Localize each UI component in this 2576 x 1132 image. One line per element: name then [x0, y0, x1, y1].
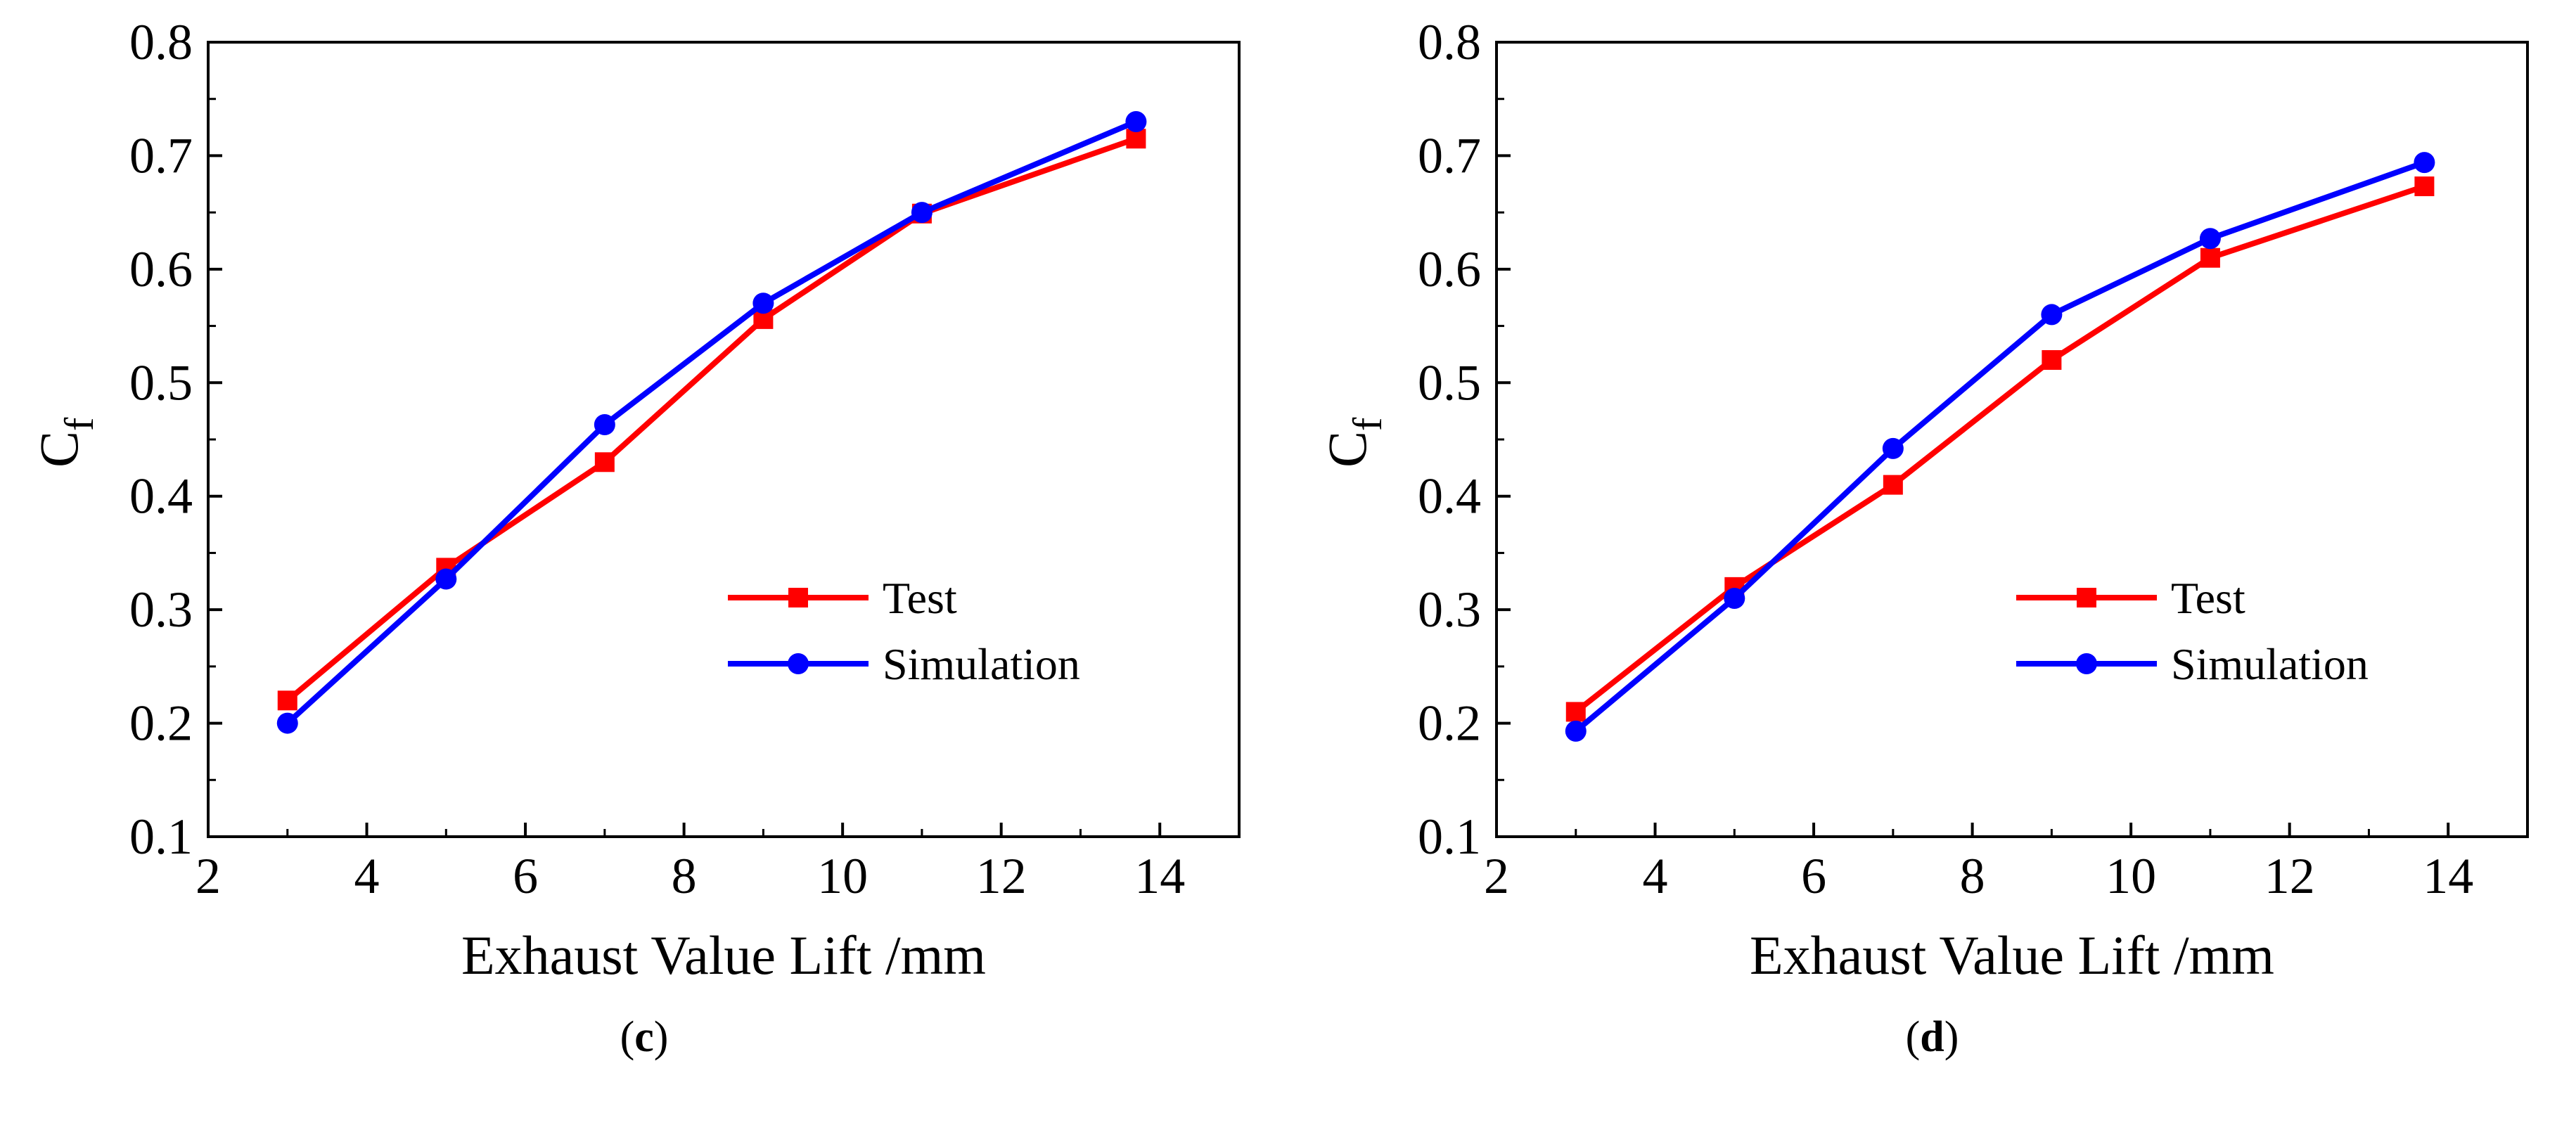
data-point-test [2200, 247, 2220, 268]
plot-frame [1495, 41, 2529, 838]
data-point-simulation [911, 202, 933, 224]
x-tick-label: 10 [817, 848, 868, 904]
y-tick-label: 0.6 [1418, 241, 1481, 297]
series-line-test [286, 136, 1137, 703]
y-axis-label: Cf [28, 417, 102, 468]
data-point-simulation [2199, 228, 2221, 250]
x-tick-label: 10 [2106, 848, 2156, 904]
data-point-test [2042, 350, 2062, 370]
x-tick-label: 2 [196, 848, 221, 904]
data-point-simulation [2041, 304, 2063, 326]
chart-c: 0.1 0.2 0.3 0.4 0.5 0.6 0.7 0.8 2 4 6 8 10 12 14 Exhaus… [28, 14, 1241, 986]
data-point-simulation [276, 712, 298, 734]
x-tick-label: 14 [1134, 848, 1185, 904]
legend-label-simulation: Simulation [883, 639, 1080, 689]
y-tick-label: 0.3 [1418, 581, 1481, 638]
chart-d: 0.1 0.2 0.3 0.4 0.5 0.6 0.7 0.8 2 4 6 8 10 12 14 Exhaus… [1316, 14, 2529, 986]
data-point-test [1565, 702, 1586, 722]
x-tick-label: 14 [2423, 848, 2473, 904]
data-point-simulation [752, 292, 774, 314]
x-axis-label: Exhaust Value Lift /mm [1750, 925, 2274, 986]
chart-panel-c: 0.1 0.2 0.3 0.4 0.5 0.6 0.7 0.8 2 4 6 8 10 12 14 Exhaus… [28, 14, 1241, 1061]
legend-marker-test [2077, 588, 2096, 607]
x-tick-label: 6 [513, 848, 538, 904]
x-tick-label: 8 [1960, 848, 1985, 904]
data-point-test [277, 690, 297, 711]
data-point-simulation [1565, 720, 1587, 742]
x-tick-label: 8 [672, 848, 697, 904]
panel-caption: (d) [1905, 1013, 1959, 1061]
data-point-simulation [435, 568, 457, 590]
x-tick-label: 12 [2264, 848, 2315, 904]
data-point-simulation [1724, 588, 1745, 609]
y-tick-label: 0.8 [129, 14, 193, 70]
y-tick-label: 0.7 [129, 127, 193, 184]
y-tick-label: 0.1 [1418, 809, 1481, 865]
data-point-simulation [1125, 111, 1147, 132]
x-tick-label: 4 [1643, 848, 1668, 904]
data-point-test [2414, 176, 2435, 197]
y-tick-label: 0.7 [1418, 127, 1481, 184]
legend-label-test: Test [883, 573, 957, 623]
series-line-simulation [286, 119, 1137, 726]
y-axis-label-subscript: f [1345, 417, 1390, 431]
x-tick-label: 6 [1801, 848, 1826, 904]
x-axis-label: Exhaust Value Lift /mm [461, 925, 986, 986]
caption-letter: d [1920, 1013, 1944, 1061]
series-line-simulation [1574, 160, 2426, 733]
y-tick-label: 0.6 [129, 241, 193, 297]
y-axis-label-subscript: f [56, 417, 102, 431]
y-tick-label: 0.1 [129, 809, 193, 865]
caption-letter: c [634, 1013, 654, 1061]
legend-marker-simulation [2076, 653, 2097, 674]
y-axis-label-main: C [1316, 431, 1378, 468]
data-point-test [594, 452, 615, 472]
y-tick-label: 0.5 [129, 354, 193, 411]
plot-frame [207, 41, 1241, 838]
x-tick-label: 12 [976, 848, 1027, 904]
y-axis-label: Cf [1316, 417, 1390, 468]
y-tick-label: 0.4 [1418, 468, 1481, 525]
data-point-simulation [594, 414, 615, 436]
y-tick-label: 0.4 [129, 468, 193, 525]
panel-caption: (c) [620, 1013, 669, 1061]
series-line-test [1574, 184, 2426, 714]
y-axis-label-main: C [28, 431, 89, 468]
y-tick-label: 0.2 [1418, 695, 1481, 752]
data-point-simulation [1882, 437, 1904, 459]
x-tick-label: 2 [1484, 848, 1509, 904]
y-tick-label: 0.8 [1418, 14, 1481, 70]
y-tick-label: 0.5 [1418, 354, 1481, 411]
data-point-simulation [2414, 152, 2435, 174]
legend-marker-simulation [788, 653, 809, 674]
y-tick-label: 0.2 [129, 695, 193, 752]
chart-panel-d: 0.1 0.2 0.3 0.4 0.5 0.6 0.7 0.8 2 4 6 8 10 12 14 Exhaus… [1288, 0, 2576, 1132]
x-tick-label: 4 [354, 848, 380, 904]
legend-label-test: Test [2171, 573, 2245, 623]
y-tick-label: 0.3 [129, 581, 193, 638]
legend-marker-test [788, 588, 808, 607]
legend-label-simulation: Simulation [2171, 639, 2369, 689]
data-point-test [1883, 475, 1903, 495]
